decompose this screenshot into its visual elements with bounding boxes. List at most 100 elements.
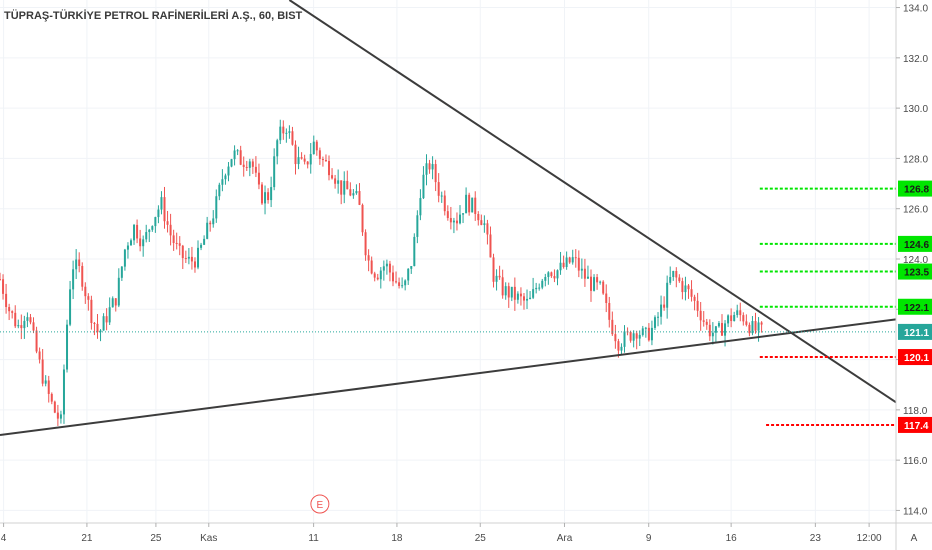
candle-body (407, 268, 410, 281)
candle-body (580, 268, 583, 271)
trendline-support[interactable] (0, 318, 897, 436)
candle-body (321, 159, 324, 161)
level-badge-label: 126.8 (904, 185, 929, 196)
candle-body (105, 316, 108, 323)
candle-body (44, 380, 47, 384)
candle-body (388, 263, 391, 273)
candle-body (276, 140, 279, 157)
auto-scale-button[interactable]: A (911, 533, 918, 544)
candle-body (318, 150, 321, 160)
candle-body (8, 307, 11, 312)
candle-body (629, 331, 632, 341)
candle-body (291, 131, 294, 145)
candle-body (75, 259, 78, 270)
candle-body (379, 270, 382, 280)
candle-body (739, 310, 742, 316)
time-tick-label: 18 (391, 533, 403, 544)
candle-body (440, 195, 443, 197)
trendlines[interactable] (0, 0, 897, 436)
candle-body (254, 166, 257, 173)
candle-body (559, 262, 562, 271)
candle-body (455, 220, 458, 224)
candle-body (169, 224, 172, 236)
time-tick-label: 12:00 (857, 533, 882, 544)
candle-body (17, 325, 20, 327)
candle-body (218, 184, 221, 197)
candle-body (462, 213, 465, 215)
candle-body (315, 141, 318, 151)
candle-body (693, 296, 696, 301)
candle-body (611, 319, 614, 335)
candle-body (23, 320, 26, 329)
candle-body (197, 247, 200, 268)
candle-body (635, 333, 638, 339)
candle-body (273, 156, 276, 188)
candle-body (331, 175, 334, 179)
level-badge-label: 124.6 (904, 240, 929, 251)
candle-body (748, 324, 751, 334)
level-badge-label: 117.4 (904, 421, 929, 432)
candle-body (78, 259, 81, 266)
time-axis[interactable]: 4 21 25 Kas 11 18 25 Ara 9 16 23 12:00 (1, 523, 882, 544)
time-tick-label: Ara (557, 533, 573, 544)
candle-body (376, 277, 379, 280)
candle-body (571, 257, 574, 263)
candle-body (477, 214, 480, 221)
chart-title: TÜPRAŞ-TÜRKİYE PETROL RAFİNERİLERİ A.Ş.,… (4, 9, 303, 22)
candle-body (352, 193, 355, 196)
candle-body (395, 281, 398, 283)
candle-body (157, 209, 160, 218)
trendline-resistance[interactable] (288, 0, 897, 404)
price-levels[interactable] (759, 187, 896, 426)
time-tick-label: 23 (810, 533, 822, 544)
candle-body (468, 194, 471, 213)
candle-body (516, 293, 519, 300)
candle-body (495, 275, 498, 282)
candle-body (398, 282, 401, 286)
candle-body (50, 393, 53, 402)
candle-body (599, 281, 602, 283)
candle-body (264, 192, 267, 204)
candle-body (745, 321, 748, 325)
candle-body (93, 322, 96, 324)
earnings-marker[interactable]: E (310, 494, 330, 514)
candle-body (206, 222, 209, 239)
candle-body (270, 187, 273, 201)
level-badge-green (898, 180, 932, 197)
earnings-icon[interactable] (310, 494, 330, 514)
candle-body (312, 141, 315, 155)
candle-body (632, 333, 635, 341)
time-tick-label: Kas (200, 533, 217, 544)
candle-body (577, 257, 580, 271)
candle-body (590, 276, 593, 291)
candle-body (35, 330, 38, 352)
candle-body (47, 380, 50, 394)
candle-body (660, 304, 663, 317)
candle-body (474, 197, 477, 215)
candle-body (596, 277, 599, 283)
candle-body (443, 195, 446, 212)
price-tick-label: 128.0 (903, 154, 928, 165)
candle-body (657, 316, 660, 318)
candle-body (638, 334, 641, 339)
candle-body (437, 182, 440, 196)
candle-body (212, 218, 215, 225)
candle-body (56, 412, 59, 419)
level-badge-label: 123.5 (904, 268, 929, 279)
time-tick-label: 4 (1, 533, 7, 544)
candle-body (279, 126, 282, 141)
candle-body (391, 272, 394, 282)
candle-body (242, 164, 245, 167)
candle-body (343, 180, 346, 195)
candle-body (5, 293, 8, 308)
candle-body (166, 221, 169, 225)
candle-body (583, 268, 586, 279)
candle-body (547, 272, 550, 278)
candle-body (385, 263, 388, 267)
candle-body (684, 285, 687, 293)
candle-body (425, 163, 428, 175)
candle-body (178, 243, 181, 246)
candle-body (66, 324, 69, 370)
candle-body (614, 334, 617, 342)
